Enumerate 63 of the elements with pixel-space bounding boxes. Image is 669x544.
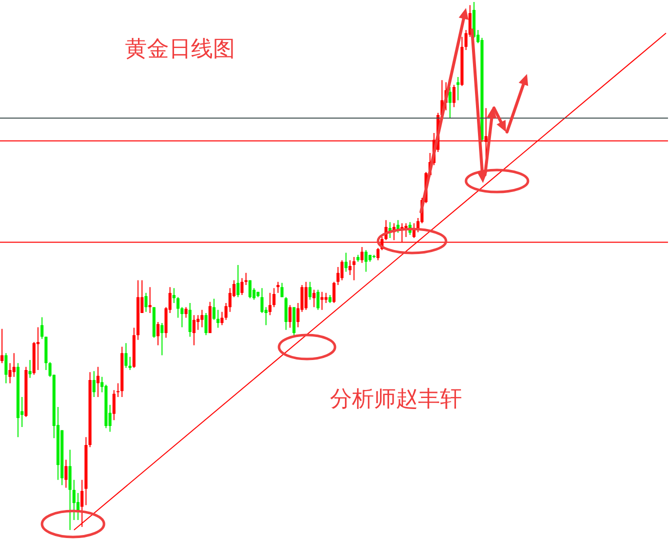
candlestick [280, 282, 284, 298]
candlestick [40, 316, 44, 340]
candlestick [308, 281, 312, 300]
candlestick [188, 302, 192, 338]
candlestick [96, 366, 100, 398]
candlestick [116, 382, 120, 398]
candlestick [68, 449, 72, 530]
candlestick [216, 309, 220, 328]
candlestick [112, 390, 116, 421]
candlestick [124, 342, 128, 368]
candlestick [0, 328, 4, 364]
candlestick [8, 362, 12, 384]
candlestick [360, 246, 364, 264]
candlestick [196, 314, 200, 330]
candlestick [176, 296, 180, 318]
candlestick [324, 292, 328, 304]
candlestick [64, 459, 68, 488]
candlestick [36, 326, 40, 371]
candlestick [376, 248, 380, 261]
candlestick [320, 291, 324, 310]
candlestick [156, 321, 160, 346]
candlestick [352, 256, 356, 281]
candlestick [184, 306, 188, 318]
candlestick [200, 309, 204, 328]
candlestick [236, 264, 240, 298]
candlestick [332, 281, 336, 304]
candlestick [92, 370, 96, 398]
candlestick [364, 250, 368, 272]
candlestick [276, 281, 280, 294]
candlestick [344, 252, 348, 272]
candlestick [284, 296, 288, 330]
candlestick [348, 260, 352, 276]
candlestick [72, 479, 76, 520]
candlestick [244, 272, 248, 286]
candlestick [80, 479, 84, 528]
candlestick [268, 292, 272, 316]
candlestick [404, 222, 408, 238]
annotation: 分析师赵丰轩 [330, 387, 462, 412]
candlestick [260, 288, 264, 314]
candlestick [160, 322, 164, 356]
candlestick [240, 278, 244, 296]
candlestick [316, 289, 320, 310]
candlestick [12, 352, 16, 378]
candlestick [148, 286, 152, 314]
candlestick [144, 292, 148, 312]
candlestick [28, 359, 32, 378]
candlestick [192, 314, 196, 346]
candlestick [4, 352, 8, 384]
candlestick [248, 280, 252, 299]
candlestick [272, 288, 276, 308]
candlestick [452, 84, 456, 108]
candlestick [288, 304, 292, 328]
candlestick [212, 298, 216, 320]
candlestick [172, 288, 176, 304]
candlestick [456, 76, 460, 101]
candlestick [340, 260, 344, 281]
candlestick [220, 311, 224, 326]
candlestick [128, 356, 132, 371]
text: 黄金日线图 [125, 37, 235, 62]
candlestick [312, 289, 316, 308]
candlestick [204, 312, 208, 336]
candlestick [448, 86, 452, 119]
candlestick [304, 281, 308, 310]
